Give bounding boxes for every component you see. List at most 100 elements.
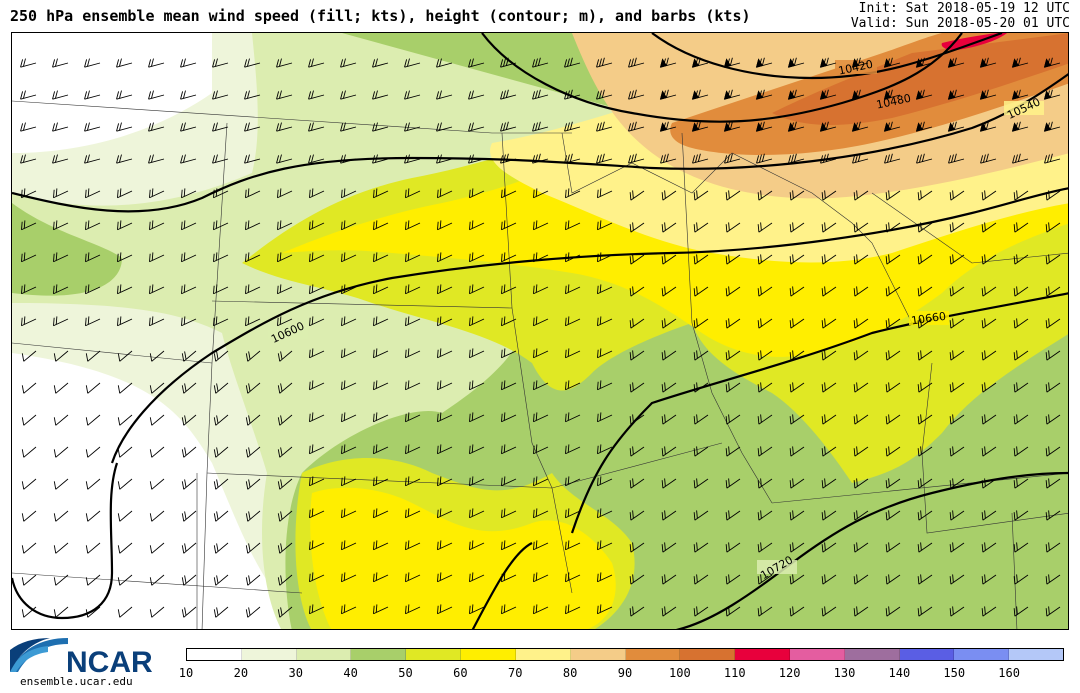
wind-barb [468,122,485,132]
wind-barb [213,446,229,458]
wind-barb [341,508,357,519]
wind-barb [565,508,581,519]
wind-barb [309,284,325,295]
wind-barb [948,153,965,164]
wind-barb [309,348,325,359]
wind-barb [149,252,165,263]
wind-barb [757,382,773,393]
wind-barb [789,414,805,425]
wind-barb [1013,318,1029,329]
wind-barb [181,510,197,522]
wind-barb [469,572,485,583]
wind-barb [373,412,389,423]
wind-barb [693,286,709,297]
political-boundaries [12,100,1068,629]
wind-barb [917,542,933,553]
wind-barb [341,572,357,583]
wind-barb [723,89,741,100]
colorbar-segment [954,649,1010,660]
wind-barb [53,350,69,362]
wind-barb [917,350,933,361]
wind-barb [213,510,229,522]
wind-barb [149,478,165,490]
wind-barb [277,188,293,199]
wind-barb [661,478,677,489]
wind-barb [885,414,901,425]
wind-barb [277,350,293,362]
colorbar-segment [515,649,571,660]
wind-barb [916,153,933,164]
wind-barb [533,444,549,455]
wind-barb [501,476,517,487]
wind-barb [309,444,325,455]
wind-barb [181,446,197,458]
wind-barb [20,154,37,164]
wind-barb [340,58,357,68]
wind-barb [661,286,677,297]
wind-barb [437,572,453,583]
wind-barb [885,606,901,617]
wind-barb [21,478,37,490]
wind-barb [693,414,709,425]
wind-barb [213,188,229,199]
wind-barb [212,154,229,164]
wind-barb [21,606,37,618]
wind-barb [693,574,709,585]
wind-barb [725,606,741,617]
wind-speed-fill [12,33,1068,629]
wind-barb [757,510,773,521]
wind-barb [725,478,741,489]
wind-barb [117,606,133,618]
wind-barb [819,89,837,100]
wind-barb [181,478,197,490]
wind-barb [757,414,773,425]
wind-barb [21,542,37,554]
valid-time: Valid: Sun 2018-05-20 01 UTC [850,16,1070,31]
wind-barb [149,446,165,458]
wind-barb [565,572,581,583]
wind-barb [341,476,357,487]
wind-barb [565,476,581,487]
wind-barb [245,446,261,458]
wind-barb [180,58,197,68]
wind-barb [853,350,869,361]
wind-barb [1045,606,1061,617]
wind-barb [468,90,485,100]
wind-barb [917,606,933,617]
wind-barb [821,510,837,521]
wind-barb [628,121,645,132]
wind-barb [755,121,773,132]
wind-barb [373,444,389,455]
chart-title: 250 hPa ensemble mean wind speed (fill; … [10,7,751,25]
wind-barb [949,286,965,297]
wind-barb [437,284,453,295]
wind-barb [851,121,869,132]
wind-barb [820,153,837,164]
wind-barb [373,476,389,487]
wind-barb [917,510,933,521]
wind-barb [405,444,421,455]
wind-barb [405,348,421,359]
wind-barb [213,478,229,490]
wind-barb [117,574,133,586]
wind-barb [661,542,677,553]
wind-barb [821,606,837,617]
wind-barb [885,574,901,585]
wind-barb [501,572,517,583]
wind-barb [1043,121,1061,132]
wind-barb [883,57,901,68]
wind-barb [597,252,613,263]
wind-barb [309,540,325,551]
wind-barb [755,89,773,100]
wind-barb [501,316,517,327]
wind-barb [979,57,997,68]
wind-barb [659,89,677,100]
wind-barb [85,350,101,362]
wind-barb [500,89,517,100]
wind-barb [53,252,69,263]
wind-barb [725,574,741,585]
colorbar-label: 20 [233,666,249,680]
wind-barb [501,444,517,455]
wind-barb [309,508,325,519]
wind-barb [309,412,325,423]
